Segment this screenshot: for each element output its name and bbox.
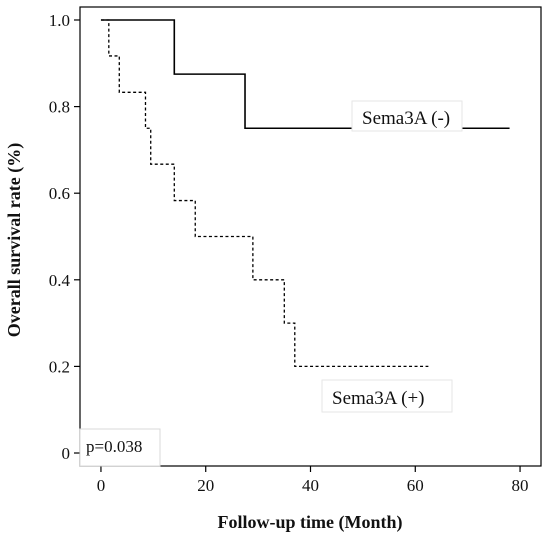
p-value-annotation: p=0.038 xyxy=(86,437,142,456)
y-tick-label: 0.6 xyxy=(49,184,70,203)
series-label-negative: Sema3A (-) xyxy=(362,108,450,129)
y-tick-label: 0 xyxy=(62,444,71,463)
p-value-box xyxy=(79,428,161,467)
plot-frame xyxy=(79,6,542,467)
ticks-layer: 0 20 40 60 80 0 0.2 0.4 0.6 0.8 1.0 xyxy=(49,11,529,495)
x-tick-label: 40 xyxy=(302,476,319,495)
x-tick-label: 60 xyxy=(407,476,424,495)
y-tick-label: 0.2 xyxy=(49,357,70,376)
y-tick-label: 0.4 xyxy=(49,271,71,290)
series-line-sema3a-positive xyxy=(100,19,429,368)
y-tick-label: 1.0 xyxy=(49,11,70,30)
series-label-positive: Sema3A (+) xyxy=(332,388,425,409)
series-line-sema3a-negative xyxy=(100,19,510,130)
series-label-box-negative xyxy=(351,100,463,132)
x-tick-label: 80 xyxy=(512,476,529,495)
y-axis-title: Overall survival rate (%) xyxy=(4,143,25,337)
series-label-box-positive xyxy=(321,379,453,413)
series-layer xyxy=(100,19,510,368)
x-axis-title: Follow-up time (Month) xyxy=(218,512,403,533)
x-tick-label: 20 xyxy=(197,476,214,495)
x-tick-label: 0 xyxy=(97,476,106,495)
y-tick-label: 0.8 xyxy=(49,98,70,117)
